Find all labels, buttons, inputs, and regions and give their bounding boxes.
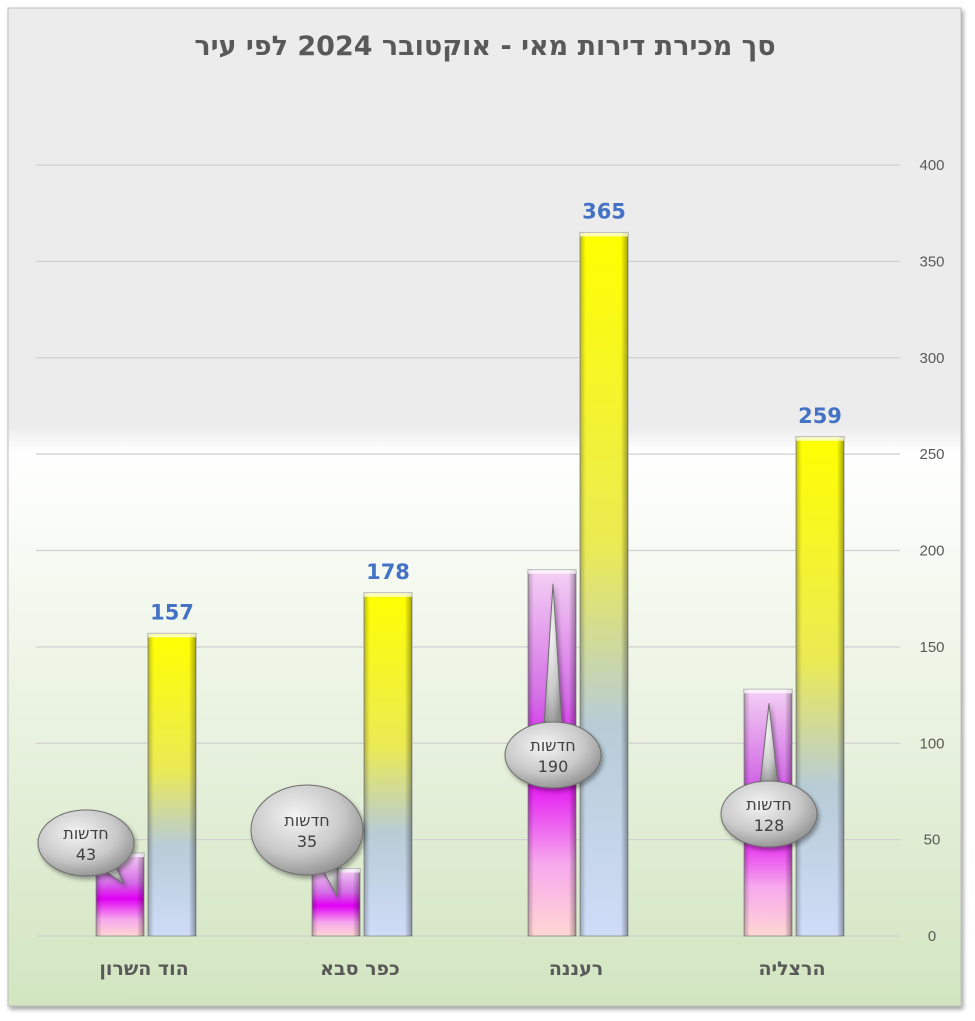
callout-label: חדשות [746, 795, 791, 814]
total-bar-bevel [580, 232, 628, 237]
y-tick-label: 350 [919, 253, 944, 270]
new-bar-bevel [744, 689, 792, 694]
total-bar [795, 436, 845, 937]
total-bar-bevel [148, 633, 196, 638]
callouts-layer: חדשות 43 חדשות 35 חדשות 190 חדשות 128 [37, 583, 818, 898]
category-label: הוד השרון [99, 958, 188, 980]
new-callout: חדשות 35 [250, 784, 364, 898]
y-tick-label: 250 [919, 446, 944, 463]
total-bar-shade [796, 436, 844, 936]
category-label: רעננה [549, 958, 603, 980]
total-value-label: 157 [150, 600, 194, 624]
total-bar [579, 231, 629, 937]
callout-bubble [250, 784, 364, 876]
new-bar-bevel [528, 569, 576, 574]
callout-bubble [720, 780, 818, 848]
callout-bubble [37, 809, 135, 877]
y-tick-label: 50 [924, 832, 941, 849]
y-tick-label: 0 [928, 928, 936, 945]
total-bar [147, 632, 197, 937]
y-tick-label: 150 [919, 639, 944, 656]
category-label: כפר סבא [320, 958, 400, 980]
total-bar [363, 592, 413, 937]
callout-label: חדשות [530, 736, 575, 755]
x-axis: הוד השרון כפר סבא רעננה הרצליה [99, 958, 825, 980]
y-tick-label: 300 [919, 350, 944, 367]
y-tick-label: 200 [919, 543, 944, 560]
total-value-label: 259 [798, 404, 842, 428]
callout-label: חדשות [284, 811, 329, 830]
new-value-label: 35 [297, 832, 317, 851]
new-value-label: 128 [754, 816, 785, 835]
y-axis: 0 50 100 150 200 250 300 350 400 [919, 157, 944, 945]
new-callout: חדשות 43 [37, 809, 135, 886]
y-tick-label: 100 [919, 735, 944, 752]
chart-title: סך מכירת דירות מאי - אוקטובר 2024 לפי עי… [194, 31, 775, 62]
total-value-label: 178 [366, 560, 410, 584]
total-bar-shade [364, 592, 412, 936]
new-callout: חדשות 190 [504, 583, 602, 789]
total-value-label: 365 [582, 199, 626, 223]
callout-bubble [504, 721, 602, 789]
total-bar-shade [148, 633, 196, 936]
total-bar-shade [580, 232, 628, 936]
total-bar-bevel [364, 592, 412, 597]
new-value-label: 43 [76, 845, 96, 864]
value-labels: 157 178 365 259 [150, 199, 842, 624]
category-label: הרצליה [758, 958, 825, 980]
new-value-label: 190 [538, 757, 569, 776]
total-bar-bevel [796, 436, 844, 441]
y-tick-label: 400 [919, 157, 944, 174]
callout-label: חדשות [63, 824, 108, 843]
new-callout: חדשות 128 [720, 703, 818, 848]
